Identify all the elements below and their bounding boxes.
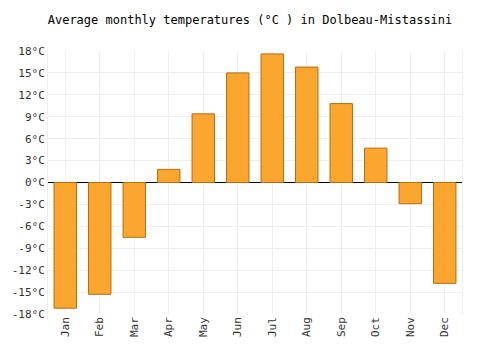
svg-text:-15°C: -15°C bbox=[12, 286, 45, 299]
svg-text:Jun: Jun bbox=[231, 317, 244, 337]
svg-text:Jul: Jul bbox=[266, 317, 279, 337]
svg-text:Dec: Dec bbox=[438, 317, 451, 337]
svg-text:Feb: Feb bbox=[93, 317, 106, 337]
svg-text:Apr: Apr bbox=[162, 317, 175, 337]
svg-text:Average monthly temperatures (: Average monthly temperatures (°C ) in Do… bbox=[48, 13, 453, 27]
svg-text:May: May bbox=[197, 317, 210, 337]
svg-text:18°C: 18°C bbox=[18, 45, 45, 58]
svg-text:-12°C: -12°C bbox=[12, 264, 45, 277]
svg-text:Mar: Mar bbox=[128, 317, 141, 337]
svg-text:-3°C: -3°C bbox=[18, 198, 45, 211]
svg-text:0°C: 0°C bbox=[25, 176, 45, 189]
svg-text:Jan: Jan bbox=[59, 317, 72, 337]
svg-text:15°C: 15°C bbox=[18, 67, 45, 80]
svg-text:Sep: Sep bbox=[335, 317, 348, 337]
svg-text:Nov: Nov bbox=[404, 317, 417, 337]
svg-text:-9°C: -9°C bbox=[18, 242, 45, 255]
svg-text:12°C: 12°C bbox=[18, 89, 45, 102]
svg-text:-6°C: -6°C bbox=[18, 220, 45, 233]
svg-text:-18°C: -18°C bbox=[12, 308, 45, 321]
svg-text:3°C: 3°C bbox=[25, 154, 45, 167]
svg-text:6°C: 6°C bbox=[25, 133, 45, 146]
svg-text:9°C: 9°C bbox=[25, 111, 45, 124]
svg-text:Aug: Aug bbox=[300, 317, 313, 337]
svg-text:Oct: Oct bbox=[369, 317, 382, 337]
